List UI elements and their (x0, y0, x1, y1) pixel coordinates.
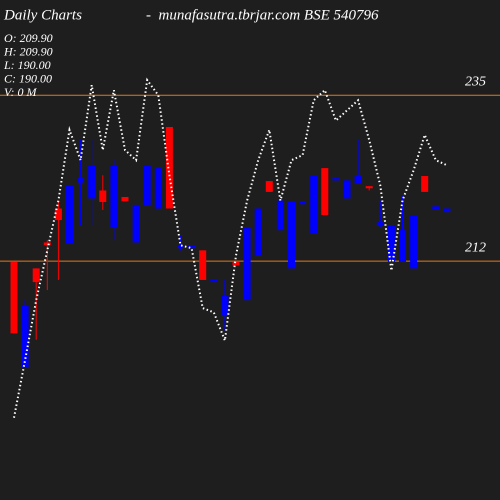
candle-body (10, 261, 18, 334)
candle-body (387, 225, 395, 262)
candle-body (177, 245, 184, 249)
candle-body (243, 227, 251, 301)
candle-body (132, 204, 140, 243)
candle-body (199, 250, 207, 280)
y-tick-label: 212 (465, 240, 486, 255)
candle-body (332, 178, 340, 181)
candle-body (343, 180, 351, 199)
candle-body (443, 208, 451, 213)
candle-body (365, 186, 373, 189)
chart-subtitle: - munafasutra.tbrjar.com BSE 540796 (146, 7, 379, 23)
ohlc-info: H: 209.90 (3, 44, 53, 58)
candle-body (32, 268, 40, 283)
candle-body (165, 126, 173, 209)
dotted-line (13, 77, 448, 418)
candle-body (399, 230, 406, 262)
candle-body (210, 279, 218, 283)
candle-body (54, 208, 62, 221)
candle-body (288, 202, 295, 269)
candle-body (299, 202, 307, 205)
candle-body (254, 208, 262, 256)
candle-body (77, 178, 85, 183)
candle-body (265, 181, 273, 192)
candle-body (143, 165, 151, 205)
y-tick-label: 235 (465, 74, 486, 89)
candle-body (276, 200, 284, 231)
candle-body (310, 175, 318, 234)
ohlc-info: V: 0 M (4, 85, 38, 99)
chart-title: Daily Charts (3, 7, 82, 23)
candle-body (66, 185, 73, 244)
candle-body (43, 242, 51, 246)
candle-body (232, 261, 240, 266)
candle-body (376, 222, 384, 226)
candle-body (154, 168, 162, 209)
candle-body (321, 168, 329, 216)
candle-body (410, 215, 418, 269)
candle-body (99, 190, 107, 203)
candle-body (110, 165, 118, 228)
candle-body (188, 246, 196, 249)
ohlc-info: L: 190.00 (3, 58, 51, 72)
ohlc-info: O: 209.90 (4, 31, 53, 45)
ohlc-info: C: 190.00 (4, 71, 52, 85)
candle-body (121, 196, 129, 202)
candle-body (21, 305, 29, 368)
candle-body (88, 165, 96, 199)
candle-body (354, 176, 362, 184)
candle-body (221, 295, 229, 317)
candle-body (432, 206, 440, 210)
candle-body (421, 176, 429, 192)
